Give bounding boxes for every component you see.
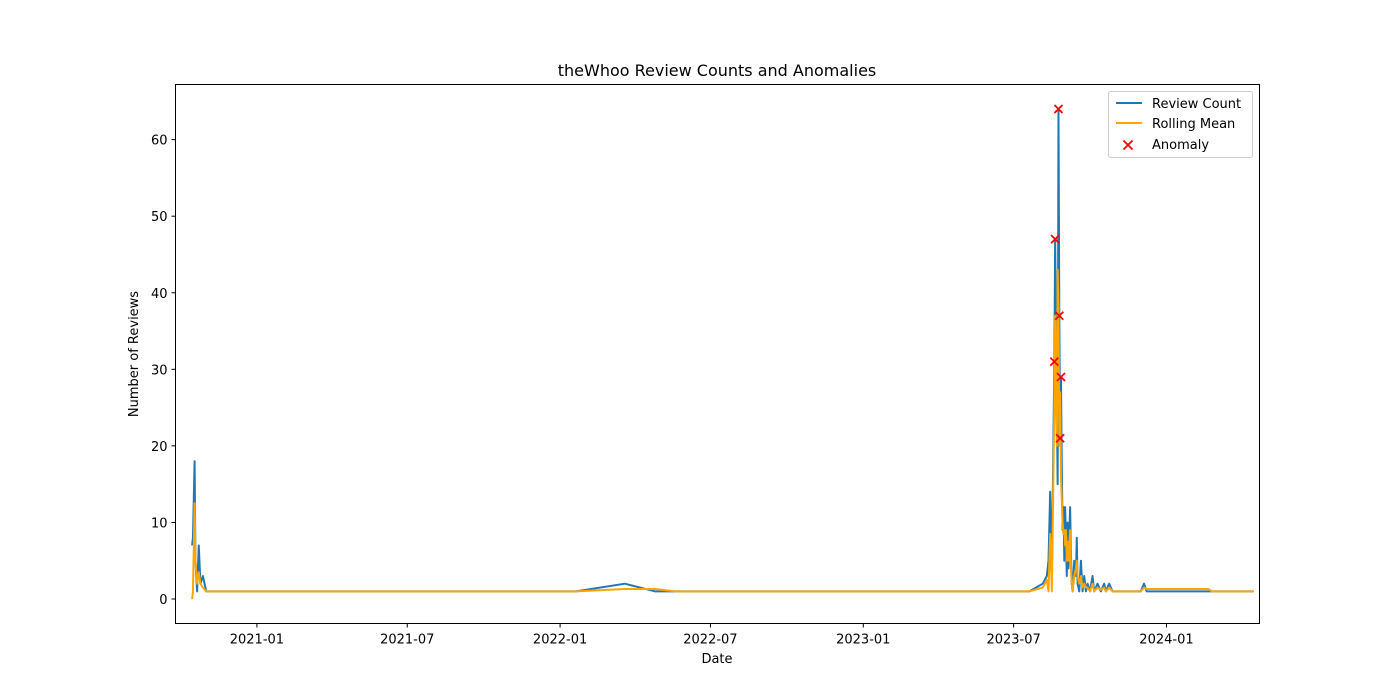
- y-tick-label: 40: [151, 287, 168, 302]
- anomaly-marker: [1053, 104, 1064, 114]
- legend-swatch-anomaly: [1122, 139, 1134, 151]
- legend-label-rolling-mean: Rolling Mean: [1152, 117, 1235, 132]
- legend-box: [1108, 91, 1253, 158]
- y-tick-label: 0: [159, 593, 167, 608]
- anomaly-marker: [1054, 311, 1064, 321]
- x-tick-label: 2021-07: [380, 633, 434, 648]
- x-tick-label: 2023-01: [836, 633, 890, 648]
- anomaly-marker: [1050, 234, 1060, 244]
- x-axis-title: Date: [701, 652, 732, 667]
- legend-label-anomaly: Anomaly: [1152, 138, 1209, 153]
- y-axis-title: Number of Reviews: [127, 291, 142, 417]
- plot-frame: [175, 84, 1260, 624]
- y-tick-label: 30: [151, 363, 168, 378]
- anomaly-marker: [1056, 372, 1066, 382]
- y-tick-label: 20: [151, 440, 168, 455]
- x-tick-label: 2021-01: [230, 633, 284, 648]
- y-tick-label: 10: [151, 516, 168, 531]
- anomaly-marker: [1049, 357, 1059, 367]
- y-axis: 0 10 20 30 40 50 60: [151, 134, 176, 608]
- plot-data-layer: [191, 104, 1254, 600]
- y-tick-label: 50: [151, 210, 168, 225]
- chart-title: theWhoo Review Counts and Anomalies: [558, 61, 877, 80]
- x-tick-label: 2023-07: [986, 633, 1040, 648]
- legend-label-review-count: Review Count: [1152, 97, 1241, 112]
- x-tick-label: 2024-01: [1139, 633, 1193, 648]
- x-tick-label: 2022-01: [533, 633, 587, 648]
- anomaly-marker: [1055, 433, 1065, 443]
- legend: Review Count Rolling Mean Anomaly: [1108, 91, 1253, 158]
- x-axis: 2021-01 2021-07 2022-01 2022-07 2023-01 2023-…: [230, 623, 1194, 648]
- y-tick-label: 60: [151, 134, 168, 149]
- series-line-rolling-mean: [191, 268, 1254, 600]
- x-tick-label: 2022-07: [683, 633, 737, 648]
- series-line-review-count: [191, 108, 1254, 593]
